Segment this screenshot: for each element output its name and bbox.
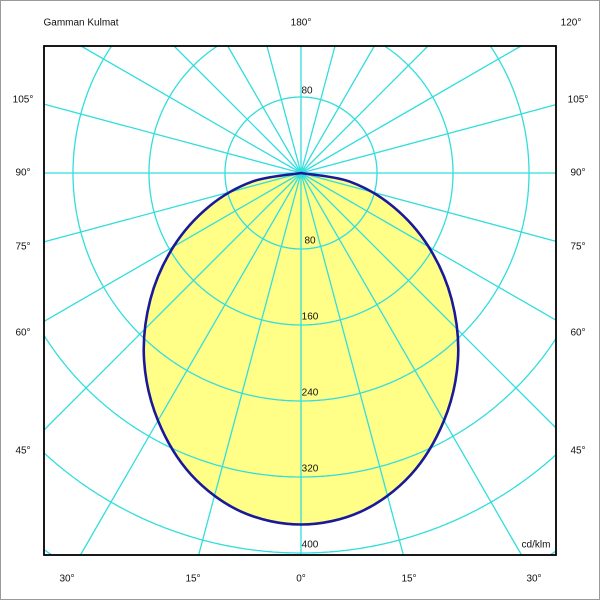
grid-spoke xyxy=(79,172,302,556)
radial-tick-label-top: 80 xyxy=(301,85,313,97)
angle-label-top-center: 180° xyxy=(290,17,312,29)
grid-spoke xyxy=(300,45,429,174)
angle-label-bottom: 15° xyxy=(401,573,417,585)
angle-label-right: 45° xyxy=(570,445,586,457)
plot-area xyxy=(43,45,557,556)
grid-spoke xyxy=(300,172,557,429)
angle-label-bottom: 0° xyxy=(296,573,306,585)
grid-spoke xyxy=(43,172,302,243)
grid-spoke xyxy=(300,172,523,556)
grid-spoke xyxy=(300,45,375,174)
angle-label-right: 75° xyxy=(570,241,586,253)
angle-label-left: 105° xyxy=(12,94,34,106)
radial-tick-label: 160 xyxy=(301,311,319,323)
grid-spoke xyxy=(300,104,557,174)
intensity-curve xyxy=(142,171,460,526)
angle-label-right: 105° xyxy=(567,94,589,106)
grid-spoke xyxy=(266,45,302,174)
grid-spoke xyxy=(80,45,302,174)
grid-ring xyxy=(148,45,454,326)
grid-spoke xyxy=(227,45,302,174)
grid-ring xyxy=(72,45,530,402)
grid-spoke xyxy=(43,172,302,431)
grid-spoke xyxy=(300,45,522,174)
grid-spoke xyxy=(300,172,404,556)
angle-label-left: 60° xyxy=(15,327,31,339)
angle-label-left: 45° xyxy=(15,445,31,457)
radial-tick-label: 320 xyxy=(301,463,319,475)
angle-label-right: 60° xyxy=(570,327,586,339)
angle-label-top-right: 120° xyxy=(560,17,582,29)
radial-tick-label: 80 xyxy=(304,235,316,247)
angle-label-bottom: 15° xyxy=(185,573,201,585)
unit-label: cd/klm xyxy=(521,539,551,551)
plot-frame xyxy=(43,45,557,556)
radial-tick-label: 240 xyxy=(301,387,319,399)
grid-ring xyxy=(43,452,556,554)
grid-spoke xyxy=(173,45,302,174)
angle-label-bottom: 30° xyxy=(59,573,75,585)
grid-spoke xyxy=(300,45,336,174)
angle-label-left: 75° xyxy=(15,241,31,253)
grid-spoke xyxy=(198,172,302,556)
grid-spoke xyxy=(43,103,302,174)
grid-spoke xyxy=(300,172,557,242)
radial-tick-label: 400 xyxy=(301,539,319,551)
chart-title: Gamman Kulmat xyxy=(43,17,119,29)
angle-label-right: 90° xyxy=(570,167,586,179)
grid-ring xyxy=(44,335,557,478)
angle-label-bottom: 30° xyxy=(526,573,542,585)
angle-label-left: 90° xyxy=(15,167,31,179)
